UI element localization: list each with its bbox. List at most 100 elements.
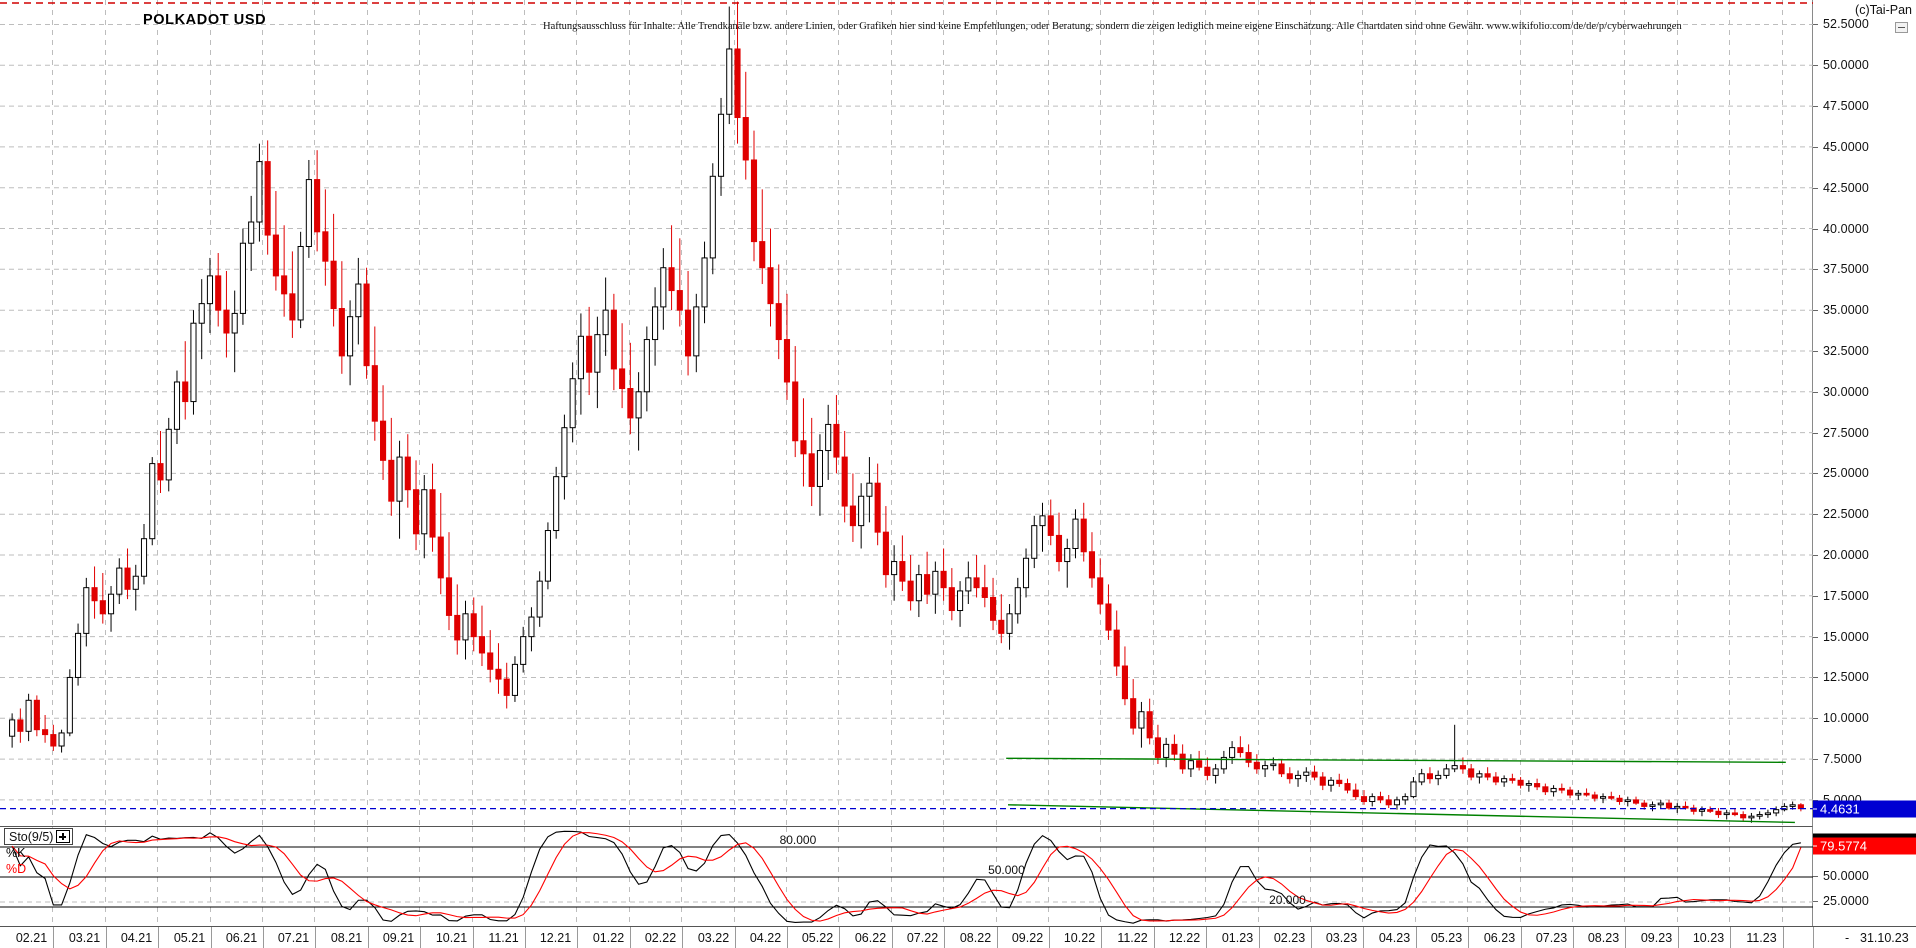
price-axis-label: 25.0000 [1823, 466, 1869, 481]
series-label-k: %K [6, 846, 26, 860]
date-axis-separator [210, 927, 212, 948]
date-axis-label: 04.21 [120, 931, 153, 945]
date-axis-label: 10.23 [1692, 931, 1725, 945]
date-axis-separator [576, 927, 578, 948]
price-axis-label: 50.0000 [1823, 58, 1869, 73]
price-axis-tick [1813, 229, 1818, 230]
price-axis-label: 45.0000 [1823, 139, 1869, 154]
date-axis-separator [157, 927, 159, 948]
date-axis-separator [1048, 927, 1050, 948]
date-axis-separator [1782, 927, 1784, 948]
date-axis-label: 10.22 [1063, 931, 1096, 945]
price-axis-tick [1813, 65, 1818, 66]
date-axis-separator [838, 927, 840, 948]
price-axis-tick [1813, 147, 1818, 148]
indicator-legend[interactable]: Sto(9/5) [4, 828, 74, 845]
price-axis[interactable]: 52.5000 50.0000 47.5000 45.0000 42.5000 40.00… [1813, 0, 1916, 826]
price-axis-tick [1813, 555, 1818, 556]
stochastic-axis-label: 25.0000 [1823, 894, 1869, 908]
date-axis-separator [314, 927, 316, 948]
stochastic-panel[interactable]: 80.000 50.000 20.000 [0, 826, 1813, 927]
date-axis-separator [1467, 927, 1469, 948]
price-axis-label: 35.0000 [1823, 303, 1869, 318]
date-axis-separator [1258, 927, 1260, 948]
vendor-watermark: (c)Tai-Pan [1855, 3, 1912, 17]
date-axis-label: 09.21 [382, 931, 415, 945]
price-axis-label: 32.5000 [1823, 343, 1869, 358]
stochastic-d-badge[interactable]: 79.5774 [1813, 837, 1916, 855]
plus-box-icon[interactable] [56, 830, 71, 843]
badge-tick [1813, 808, 1817, 810]
date-axis-label: 11.22 [1117, 931, 1148, 945]
price-axis-label: 17.5000 [1823, 588, 1869, 603]
date-axis-separator [1100, 927, 1102, 948]
date-axis-label: 02.23 [1273, 931, 1306, 945]
date-axis-separator [786, 927, 788, 948]
price-chart-canvas [0, 0, 1813, 826]
price-axis-tick [1813, 596, 1818, 597]
date-axis-separator [472, 927, 474, 948]
date-axis-label: 09.23 [1640, 931, 1673, 945]
date-axis-label: 07.23 [1535, 931, 1568, 945]
date-axis-label: 05.23 [1430, 931, 1463, 945]
date-axis-label: 05.21 [173, 931, 206, 945]
price-axis-tick [1813, 759, 1818, 760]
stochastic-level-label: 20.000 [1269, 893, 1306, 907]
price-axis-label: 7.5000 [1823, 752, 1862, 767]
date-axis-label: 03.22 [697, 931, 730, 945]
date-axis-label: 06.23 [1483, 931, 1516, 945]
date-axis-label: 02.22 [644, 931, 677, 945]
price-axis-label: 12.5000 [1823, 670, 1869, 685]
date-axis-label: 01.22 [592, 931, 625, 945]
price-axis-label: 15.0000 [1823, 629, 1869, 644]
date-axis-panel-divider [1813, 927, 1814, 948]
price-axis-tick [1813, 514, 1818, 515]
date-axis-label: 08.21 [330, 931, 363, 945]
date-axis-label: 03.23 [1325, 931, 1358, 945]
last-price-badge[interactable]: 4.4631 [1813, 800, 1916, 818]
price-axis-tick [1813, 718, 1818, 719]
date-axis-separator [1729, 927, 1731, 948]
date-axis[interactable]: 02.21 03.21 04.21 05.21 06.21 07.21 08.21 09.21… [0, 926, 1916, 948]
date-axis-separator [52, 927, 54, 948]
date-axis-label: 10.21 [435, 931, 468, 945]
date-axis-label: 07.22 [906, 931, 939, 945]
badge-tick [1813, 845, 1817, 847]
date-axis-separator [367, 927, 369, 948]
price-chart-panel[interactable] [0, 0, 1813, 826]
date-axis-separator [524, 927, 526, 948]
stochastic-axis-tick [1813, 901, 1818, 902]
date-axis-separator [734, 927, 736, 948]
date-axis-label: 08.23 [1587, 931, 1620, 945]
date-axis-label: 06.22 [854, 931, 887, 945]
date-axis-separator [681, 927, 683, 948]
date-axis-label: 01.23 [1221, 931, 1254, 945]
collapse-icon[interactable] [1895, 22, 1908, 33]
date-axis-separator [1310, 927, 1312, 948]
date-axis-label: 12.22 [1168, 931, 1201, 945]
chart-title: POLKADOT USD [143, 12, 267, 28]
date-axis-label: 04.23 [1378, 931, 1411, 945]
date-axis-separator [262, 927, 264, 948]
price-axis-label: 37.5000 [1823, 262, 1869, 277]
date-axis-label: 07.21 [277, 931, 310, 945]
date-axis-separator [1624, 927, 1626, 948]
stochastic-level-label: 50.000 [988, 863, 1025, 877]
date-axis-separator [419, 927, 421, 948]
date-axis-label: 11.23 [1746, 931, 1777, 945]
date-axis-separator [1415, 927, 1417, 948]
indicator-name: Sto(9/5) [9, 829, 54, 844]
series-label-d: %D [6, 862, 27, 876]
date-axis-separator [1520, 927, 1522, 948]
price-axis-label: 22.5000 [1823, 507, 1869, 522]
date-axis-separator [105, 927, 107, 948]
date-axis-separator [1677, 927, 1679, 948]
stochastic-level-label: 80.000 [779, 833, 817, 847]
date-axis-separator [1205, 927, 1207, 948]
date-axis-label: 06.21 [225, 931, 258, 945]
date-axis-separator [1362, 927, 1364, 948]
date-axis-label: 11.21 [488, 931, 519, 945]
price-axis-label: 42.5000 [1823, 180, 1869, 195]
